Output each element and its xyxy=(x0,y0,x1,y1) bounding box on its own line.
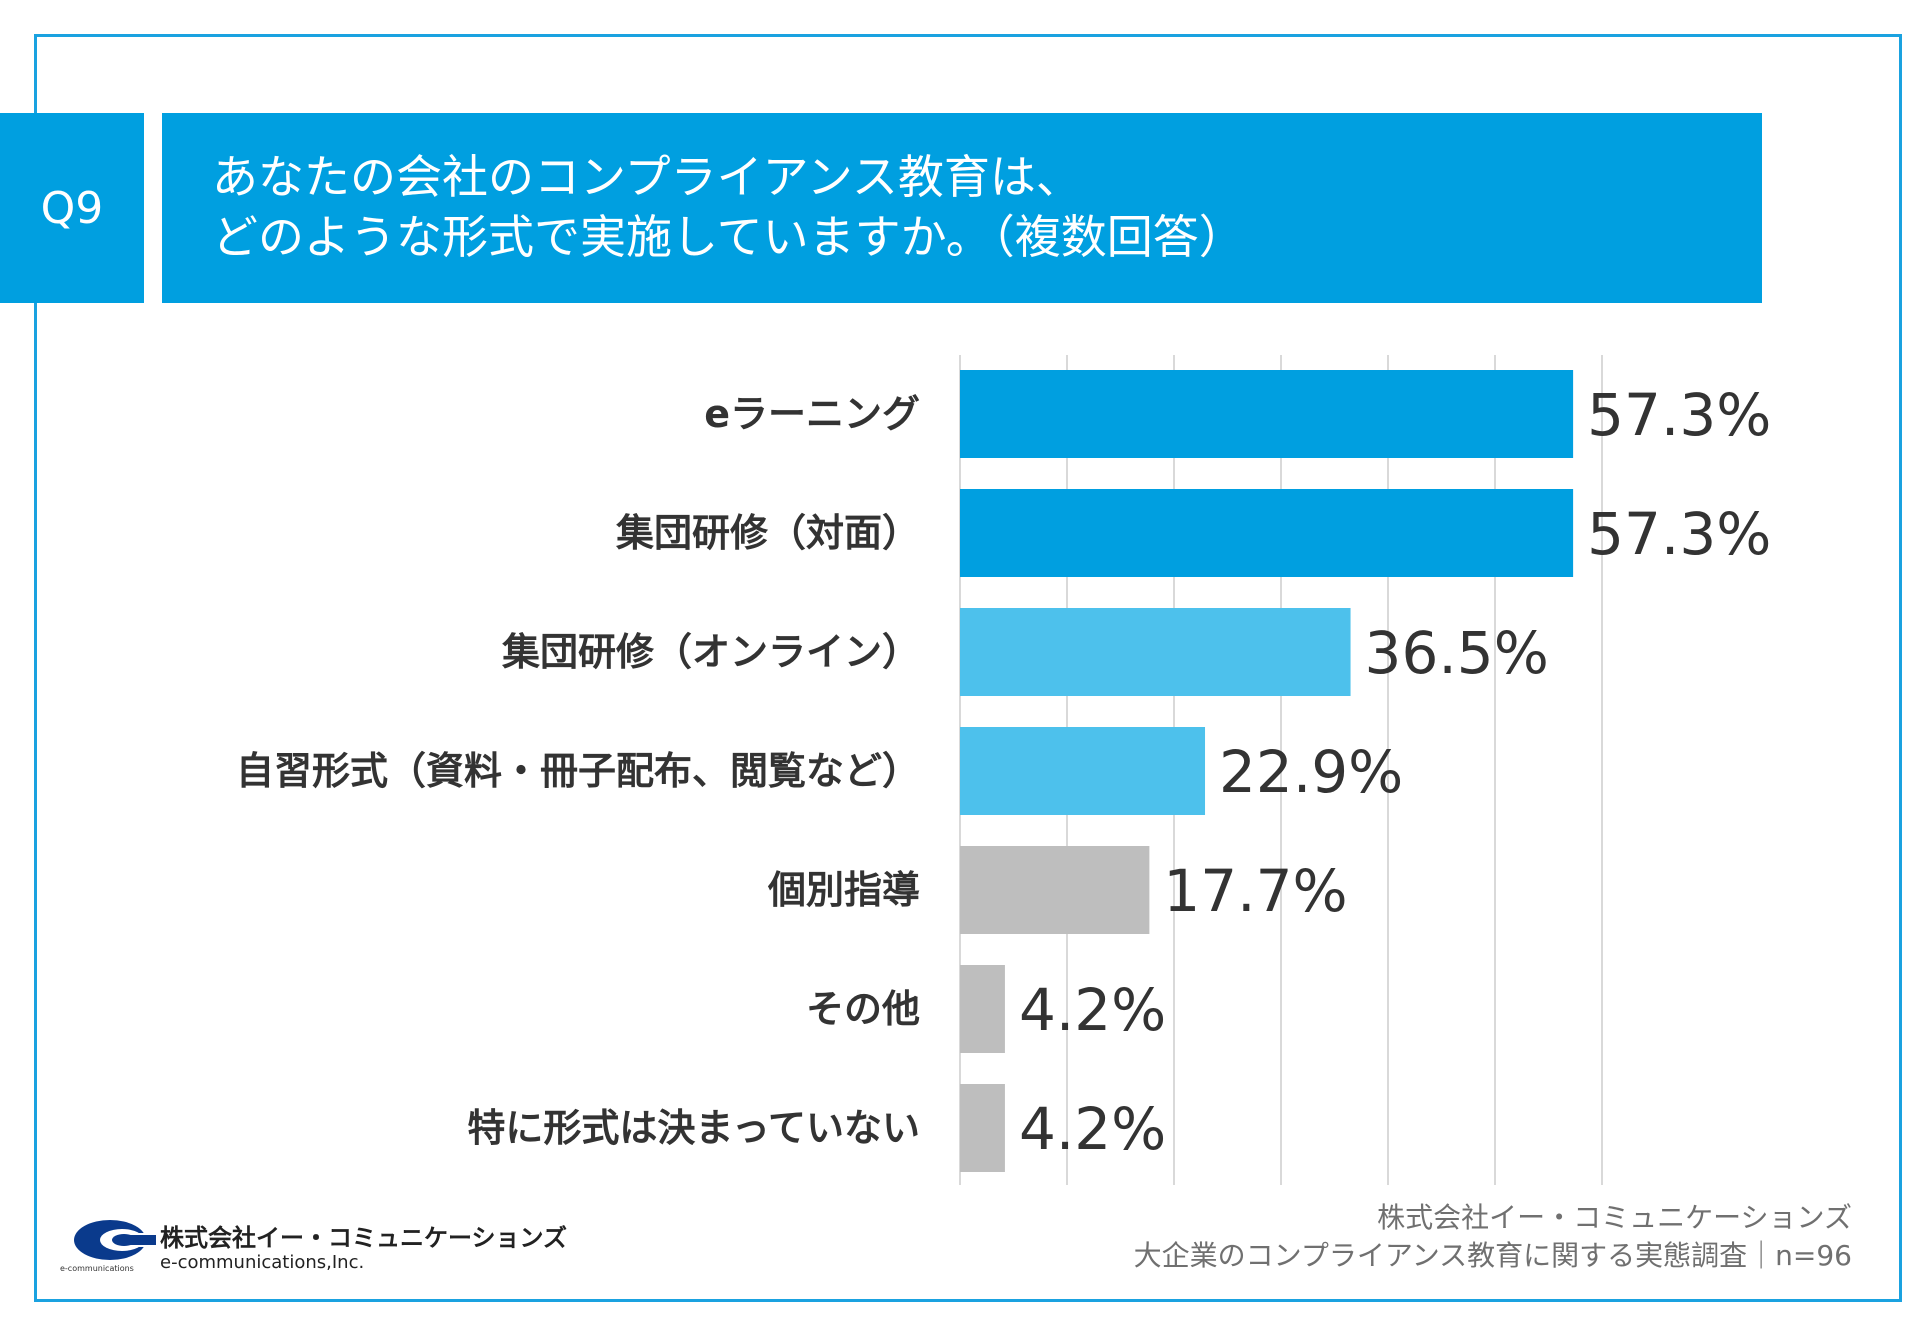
value-label: 4.2% xyxy=(1019,976,1166,1044)
category-label: 集団研修（対面） xyxy=(615,511,920,555)
source-survey: 大企業のコンプライアンス教育に関する実態調査｜n=96 xyxy=(1133,1239,1852,1272)
logo-company-name-jp: 株式会社イー・コミュニケーションズ xyxy=(160,1224,568,1252)
category-label: 特に形式は決まっていない xyxy=(467,1106,920,1150)
question-title-line1: あなたの会社のコンプライアンス教育は、 xyxy=(212,150,1082,204)
logo-small-text: e-communications xyxy=(60,1264,134,1273)
value-label: 57.3% xyxy=(1587,500,1771,568)
bar xyxy=(960,965,1005,1053)
category-label: 個別指導 xyxy=(767,868,920,912)
bars xyxy=(960,370,1574,1172)
bar xyxy=(960,370,1574,458)
question-number-box: Q9 xyxy=(0,113,144,303)
company-logo xyxy=(74,1220,162,1260)
value-label: 17.7% xyxy=(1163,857,1347,925)
category-label: eラーニング xyxy=(704,392,920,436)
category-label: その他 xyxy=(806,987,920,1031)
bar xyxy=(960,608,1351,696)
bar xyxy=(960,1084,1005,1172)
value-label: 22.9% xyxy=(1219,738,1403,806)
bar xyxy=(960,727,1206,815)
question-title-line2: どのような形式で実施していますか。（複数回答） xyxy=(212,210,1245,264)
source-company: 株式会社イー・コミュニケーションズ xyxy=(1377,1201,1852,1234)
value-label: 36.5% xyxy=(1365,619,1549,687)
slide-frame xyxy=(34,34,1902,1302)
value-label: 57.3% xyxy=(1587,381,1771,449)
bar xyxy=(960,846,1150,934)
logo-company-name-en: e-communications,Inc. xyxy=(160,1252,365,1273)
category-label: 集団研修（オンライン） xyxy=(501,630,920,674)
value-labels: 57.3% 57.3% 36.5% 22.9% 17.7% 4.2% 4.2% xyxy=(1019,381,1771,1163)
question-number: Q9 xyxy=(40,182,104,234)
question-title-box: あなたの会社のコンプライアンス教育は、 どのような形式で実施していますか。（複数… xyxy=(162,113,1762,303)
value-label: 4.2% xyxy=(1019,1095,1166,1163)
category-label: 自習形式（資料・冊子配布、閲覧など） xyxy=(236,749,920,793)
bar xyxy=(960,489,1574,577)
